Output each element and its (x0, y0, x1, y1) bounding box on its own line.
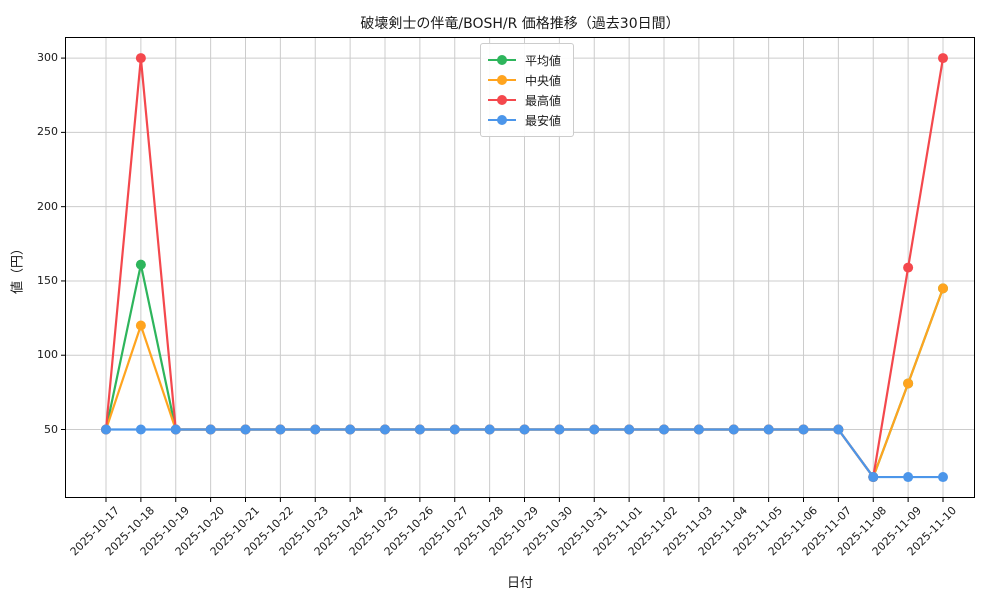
legend-item-average: 平均値 (488, 50, 561, 70)
lowest-line-marker-icon (488, 114, 516, 126)
legend-label-median: 中央値 (525, 73, 562, 88)
data-point-lowest (868, 472, 879, 483)
data-point-lowest (380, 424, 390, 435)
data-point-median (903, 378, 914, 389)
data-point-lowest (414, 424, 425, 435)
legend-item-lowest: 最安値 (488, 110, 561, 130)
data-point-lowest (833, 424, 844, 435)
data-point-lowest (763, 424, 774, 435)
legend-item-median: 中央値 (488, 70, 561, 90)
data-point-lowest (624, 424, 635, 435)
y-tick-label: 50 (44, 422, 58, 436)
legend: 平均値 中央値 最高値 最安値 (480, 43, 575, 137)
data-point-lowest (170, 424, 181, 435)
data-point-median (135, 320, 146, 331)
data-point-lowest (798, 424, 809, 435)
data-point-highest (903, 262, 914, 273)
data-point-lowest (938, 472, 948, 483)
data-point-lowest (903, 472, 914, 483)
data-point-average (135, 259, 146, 270)
data-point-lowest (589, 424, 600, 435)
average-line-marker-icon (488, 54, 516, 66)
data-point-lowest (519, 424, 530, 435)
data-point-lowest (693, 424, 704, 435)
y-tick-label: 200 (37, 199, 58, 213)
data-point-lowest (135, 424, 146, 435)
data-point-lowest (275, 424, 286, 435)
data-point-median (938, 283, 948, 294)
data-point-lowest (728, 424, 739, 435)
data-point-lowest (240, 424, 251, 435)
y-tick-label: 300 (37, 51, 58, 65)
highest-line-marker-icon (488, 94, 516, 106)
data-point-highest (135, 53, 146, 64)
y-tick-label: 250 (37, 125, 58, 139)
median-line-marker-icon (488, 74, 516, 86)
data-point-lowest (554, 424, 565, 435)
data-point-lowest (101, 424, 111, 435)
chart-title: 破壊剣士の伴竜/BOSH/R 価格推移（過去30日間） (360, 16, 680, 32)
data-point-lowest (205, 424, 216, 435)
data-point-highest (938, 53, 948, 64)
legend-label-average: 平均値 (525, 53, 562, 68)
data-point-lowest (310, 424, 321, 435)
data-point-lowest (659, 424, 669, 435)
y-tick-label: 150 (37, 273, 58, 287)
data-point-lowest (484, 424, 495, 435)
legend-item-highest: 最高値 (488, 90, 561, 110)
legend-label-lowest: 最安値 (525, 113, 562, 128)
legend-label-highest: 最高値 (525, 93, 562, 108)
data-point-lowest (449, 424, 460, 435)
x-axis-label: 日付 (506, 576, 533, 591)
data-point-lowest (345, 424, 356, 435)
y-tick-label: 100 (37, 348, 58, 362)
